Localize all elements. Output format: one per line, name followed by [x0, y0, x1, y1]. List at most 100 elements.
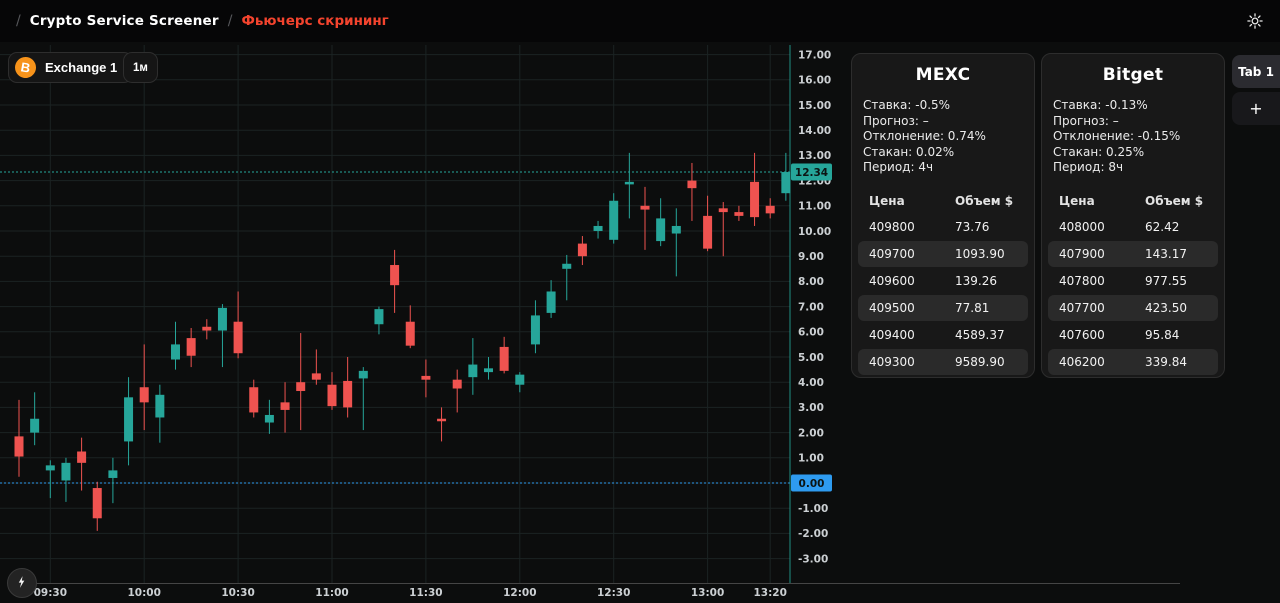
- candle-body: [264, 414, 274, 423]
- candle-body: [202, 326, 212, 331]
- candle-body: [781, 172, 791, 194]
- topbar: / Crypto Service Screener / Фьючерс скри…: [0, 0, 1280, 42]
- y-axis-label: 4.00: [798, 377, 824, 389]
- volume-cell: 73.76: [955, 219, 990, 234]
- stat-line: Период: 8ч: [1053, 160, 1124, 174]
- y-axis-label: 3.00: [798, 402, 824, 414]
- y-axis-label: 15.00: [798, 100, 831, 112]
- candle-body: [718, 208, 728, 213]
- y-axis-label: 16.00: [798, 75, 831, 87]
- y-axis-label: 10.00: [798, 226, 831, 238]
- table-row[interactable]: 409600 139.26: [858, 268, 1028, 294]
- exchange-selector-button[interactable]: B Exchange 1: [8, 52, 134, 83]
- breadcrumb-app-title[interactable]: Crypto Service Screener: [29, 13, 219, 29]
- table-row[interactable]: 406200 339.84: [1048, 348, 1218, 375]
- breadcrumb-separator: /: [16, 13, 21, 29]
- table-row[interactable]: 409500 77.81: [858, 294, 1028, 321]
- table-row[interactable]: 407800 977.55: [1048, 268, 1218, 294]
- table-row[interactable]: 408000 62.42: [1048, 214, 1218, 240]
- candle-body: [499, 346, 509, 371]
- candle-body: [358, 370, 368, 379]
- price-cell: 408000: [1059, 219, 1105, 234]
- theme-toggle-button[interactable]: [1242, 9, 1268, 35]
- timeframe-button[interactable]: 1м: [123, 52, 158, 83]
- x-axis-label: 09:30: [34, 587, 67, 599]
- candle-body: [61, 462, 71, 481]
- price-volume-table: Цена Объем $ 409800 73.76 409700 1093.90 40960…: [858, 189, 1028, 375]
- candle-body: [374, 309, 384, 325]
- stat-line: Прогноз: –: [863, 113, 929, 128]
- candle-body: [468, 364, 478, 378]
- y-axis-label: 8.00: [798, 276, 824, 288]
- price-cell: 407700: [1059, 300, 1105, 315]
- table-row[interactable]: 407700 423.50: [1048, 294, 1218, 321]
- candle-body: [139, 387, 149, 403]
- candle-body: [437, 418, 447, 422]
- tab-1-button[interactable]: Tab 1: [1232, 55, 1280, 88]
- candle-body: [77, 451, 87, 463]
- table-row[interactable]: 409300 9589.90: [858, 348, 1028, 375]
- price-badge-label: 0.00: [799, 478, 825, 490]
- breadcrumb-separator: /: [227, 13, 233, 29]
- lightning-icon: [15, 575, 29, 592]
- add-tab-button[interactable]: +: [1232, 92, 1280, 125]
- candle-body: [703, 215, 713, 249]
- table-header: Цена: [1059, 194, 1095, 208]
- table-row[interactable]: 409700 1093.90: [858, 240, 1028, 267]
- candle-body: [405, 321, 415, 346]
- y-axis-label: -1.00: [798, 503, 828, 515]
- candle-body: [311, 373, 321, 380]
- table-row[interactable]: 407900 143.17: [1048, 240, 1218, 267]
- x-axis-label: 11:30: [409, 587, 442, 599]
- volume-cell: 95.84: [1145, 327, 1180, 342]
- y-axis-label: 2.00: [798, 427, 824, 439]
- table-header: Объем $: [955, 194, 1014, 208]
- realtime-button[interactable]: [7, 568, 37, 598]
- candle-body: [92, 488, 102, 519]
- price-cell: 407900: [1059, 246, 1105, 261]
- stat-line: Ставка: -0.5%: [863, 98, 951, 112]
- candle-body: [671, 225, 681, 234]
- candlestick-chart[interactable]: 17.0016.0015.0014.0013.0012.0011.0010.00…: [0, 45, 833, 603]
- stat-line: Стакан: 0.02%: [863, 144, 955, 159]
- volume-cell: 62.42: [1145, 219, 1180, 234]
- y-axis-label: 14.00: [798, 125, 831, 137]
- stat-line: Прогноз: –: [1053, 113, 1119, 128]
- price-cell: 407800: [1059, 273, 1105, 288]
- panel-stats: Ставка: -0.5% Прогноз: – Отклонение: 0.74%…: [863, 98, 1023, 176]
- breadcrumb-active-page[interactable]: Фьючерс скрининг: [241, 13, 389, 29]
- candle-body: [171, 344, 180, 360]
- candle-body: [593, 225, 603, 231]
- price-cell: 409400: [869, 327, 915, 342]
- volume-cell: 977.55: [1145, 273, 1187, 288]
- price-cell: 409800: [869, 219, 915, 234]
- y-axis-label: 17.00: [798, 49, 831, 61]
- candle-body: [14, 436, 24, 457]
- candle-body: [296, 382, 306, 392]
- price-badge: [791, 474, 832, 492]
- table-row[interactable]: 409400 4589.37: [858, 322, 1028, 348]
- candle-body: [45, 465, 55, 471]
- candle-body: [390, 265, 400, 286]
- volume-cell: 9589.90: [955, 354, 1005, 369]
- candle-body: [327, 384, 337, 407]
- candle-body: [155, 394, 165, 418]
- candle-body: [124, 397, 134, 442]
- candle-body: [609, 200, 619, 240]
- table-row[interactable]: 409800 73.76: [858, 214, 1028, 240]
- y-axis-label: -3.00: [798, 553, 828, 565]
- candle-body: [546, 291, 556, 313]
- volume-cell: 143.17: [1145, 246, 1187, 261]
- y-axis-label: 7.00: [798, 301, 824, 313]
- candle-body: [562, 263, 572, 269]
- candle-body: [530, 315, 540, 345]
- panel-title: Bitget: [1102, 65, 1164, 85]
- exchange-panel-mexc: MEXC Ставка: -0.5% Прогноз: – Отклонение: …: [851, 53, 1035, 378]
- table-row[interactable]: 407600 95.84: [1048, 322, 1218, 348]
- table-header: Цена: [869, 194, 905, 208]
- candle-body: [452, 379, 462, 389]
- candle-body: [484, 368, 493, 373]
- exchange-panel-bitget: Bitget Ставка: -0.13% Прогноз: – Отклонени…: [1041, 53, 1225, 378]
- candle-body: [656, 218, 666, 242]
- candle-body: [624, 181, 634, 185]
